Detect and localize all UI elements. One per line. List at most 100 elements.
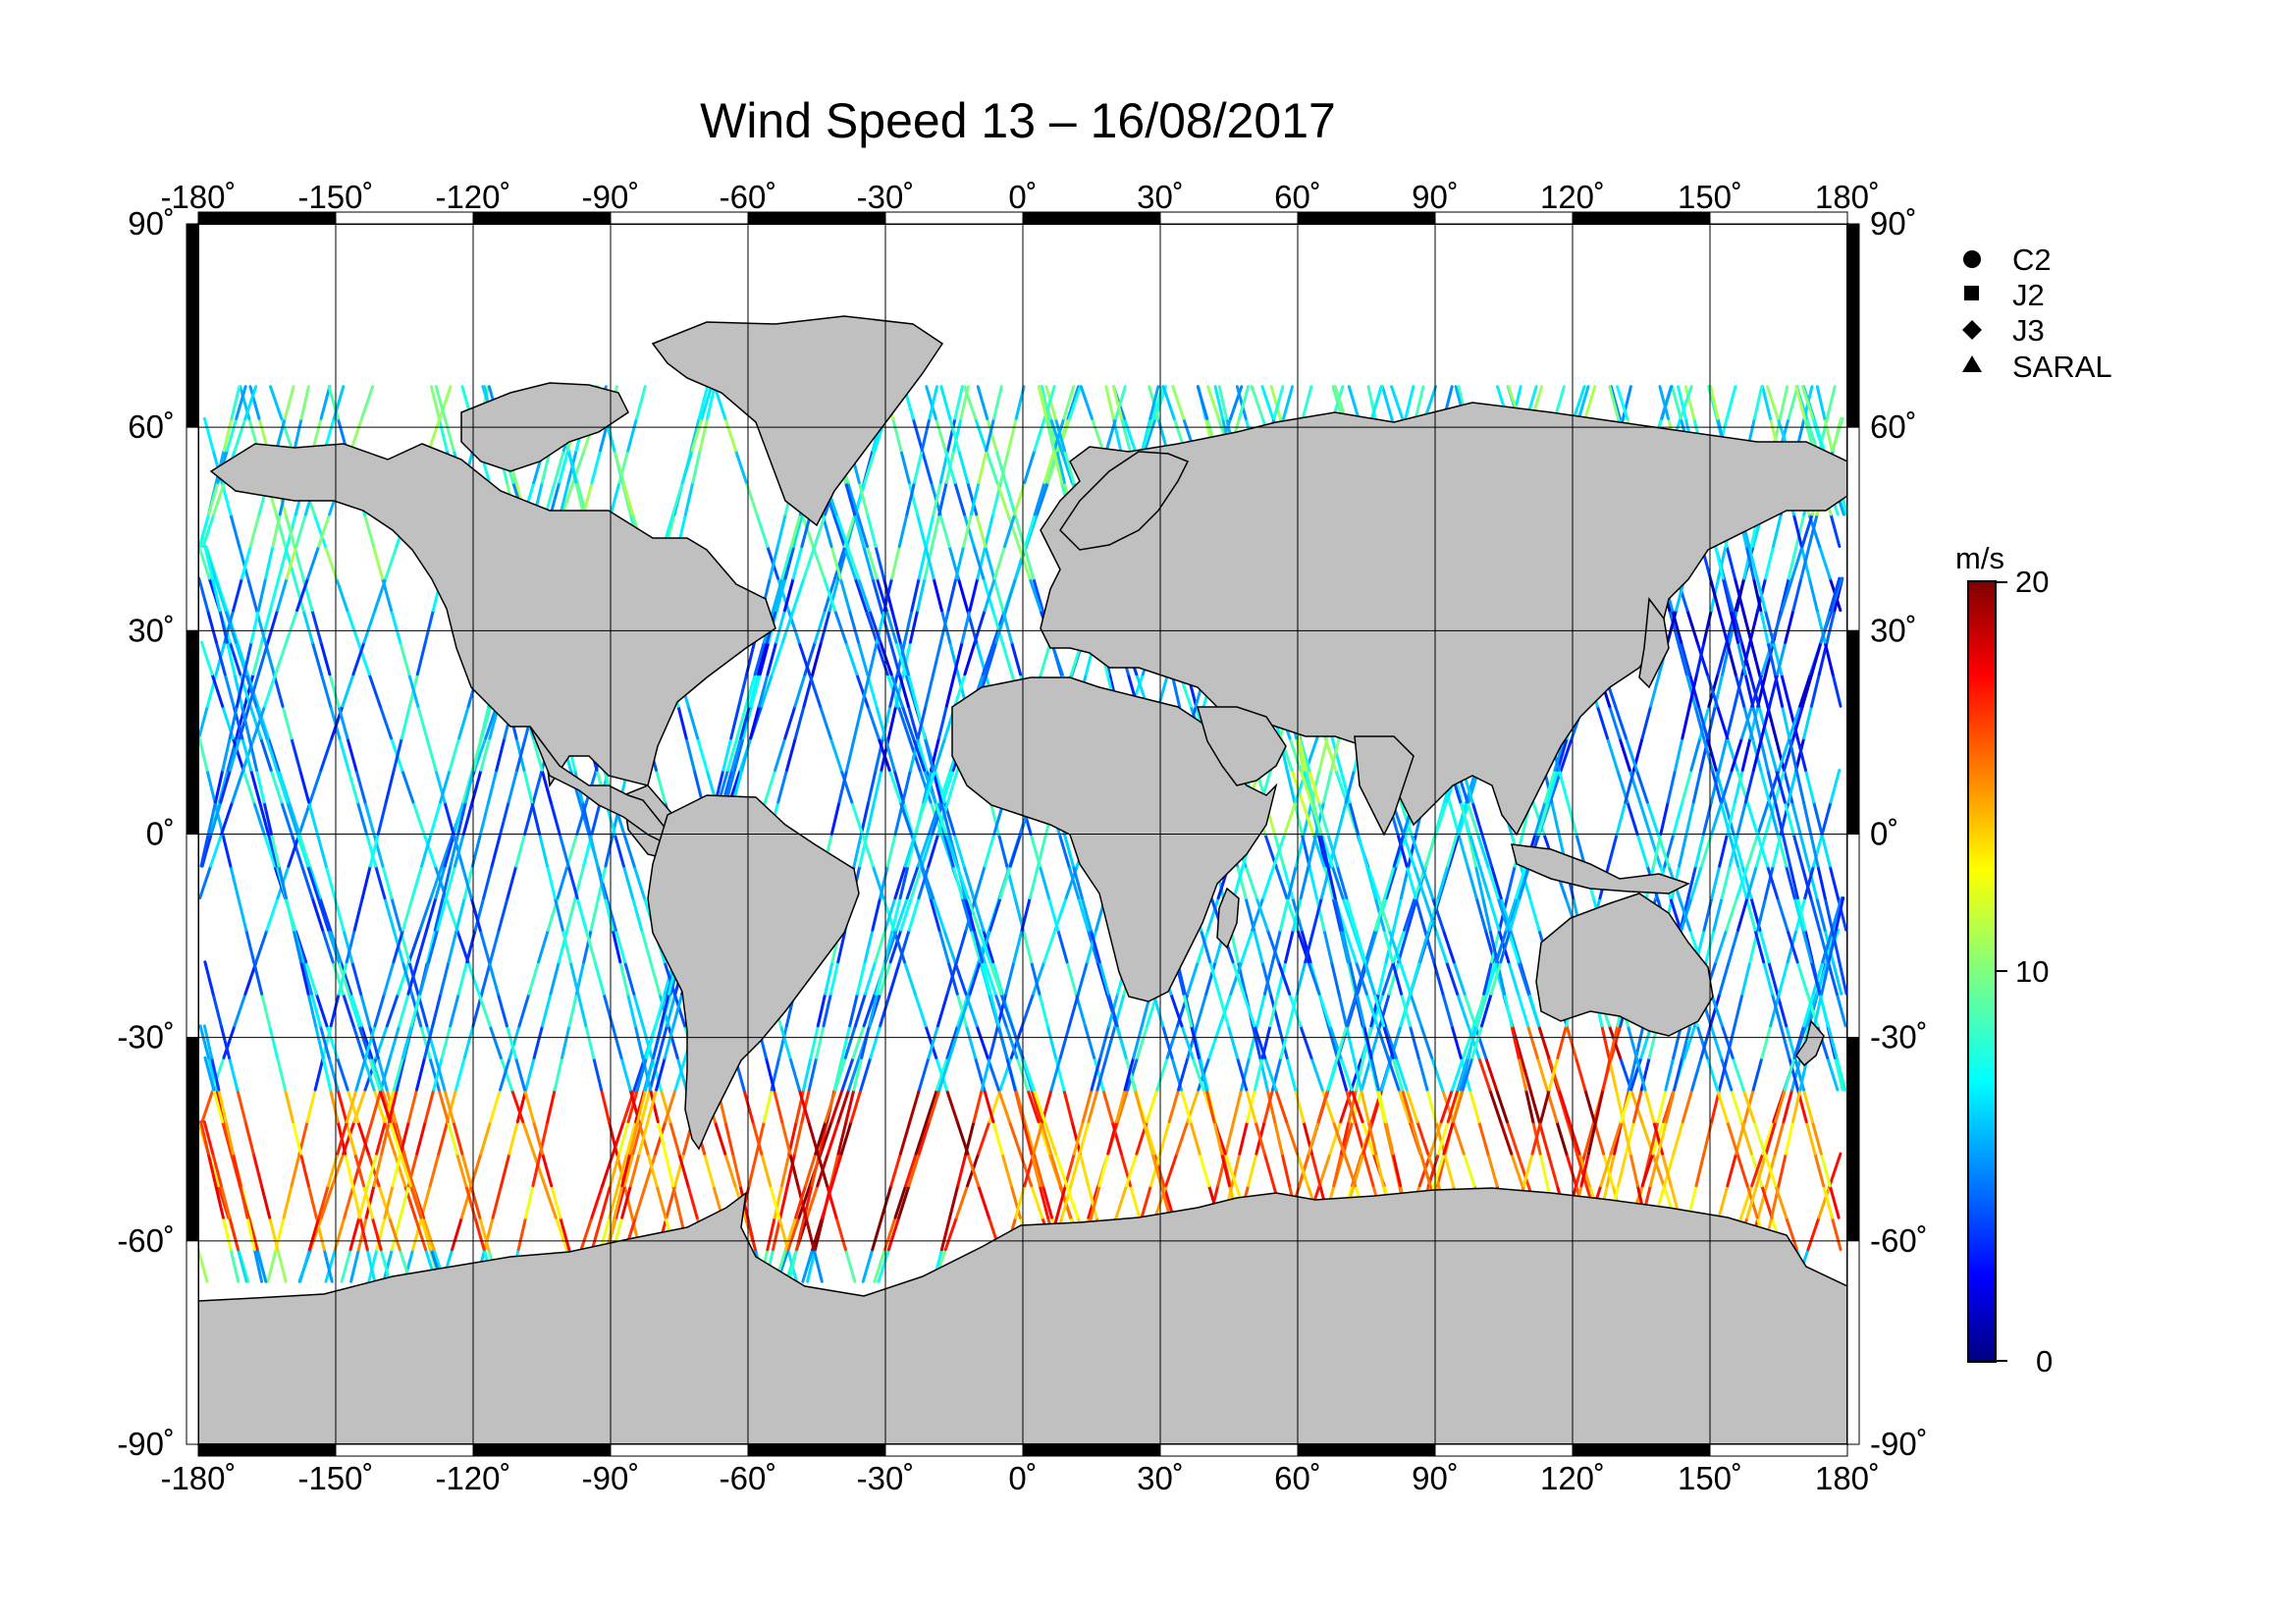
- track-segment: [1148, 385, 1160, 420]
- track-segment: [1812, 992, 1824, 1028]
- track-segment: [621, 480, 635, 516]
- track-segment: [821, 1184, 833, 1219]
- track-segment: [449, 992, 460, 1028]
- track-segment: [822, 992, 832, 1028]
- track-segment: [228, 1216, 240, 1252]
- track-segment: [212, 480, 227, 516]
- track-segment: [1425, 1088, 1438, 1123]
- track-segment: [1012, 928, 1024, 964]
- track-segment: [657, 1024, 668, 1059]
- track-segment: [1032, 576, 1044, 613]
- track-segment: [397, 960, 411, 996]
- colorbar-label-0: 0: [2036, 1344, 2053, 1379]
- track-segment: [454, 896, 466, 932]
- track-segment: [313, 1055, 325, 1092]
- track-segment: [927, 833, 940, 868]
- track-segment: [879, 640, 893, 676]
- track-segment: [1354, 992, 1364, 1028]
- track-segment: [641, 1024, 654, 1059]
- track-segment: [1702, 896, 1714, 932]
- track-segment: [1048, 416, 1063, 453]
- track-segment: [423, 1088, 436, 1123]
- track-segment: [310, 992, 322, 1028]
- track-segment: [1114, 385, 1127, 420]
- track-segment: [757, 673, 770, 708]
- track-segment: [1081, 1088, 1094, 1123]
- track-segment: [462, 864, 474, 900]
- track-segment: [780, 1119, 792, 1156]
- track-segment: [1405, 1088, 1419, 1123]
- track-segment: [245, 1216, 256, 1252]
- track-segment: [866, 513, 878, 549]
- track-segment: [1747, 545, 1759, 580]
- track-segment: [1326, 1024, 1339, 1059]
- track-segment: [1720, 864, 1732, 900]
- track-segment: [307, 800, 319, 836]
- track-segment: [1473, 864, 1485, 900]
- track-segment: [845, 545, 861, 580]
- track-segment: [1767, 960, 1780, 996]
- track-segment: [1408, 960, 1421, 996]
- track-segment: [329, 1088, 340, 1123]
- track-segment: [381, 864, 394, 900]
- track-segment: [797, 640, 812, 676]
- track-segment: [1055, 1184, 1067, 1219]
- track-segment: [365, 1248, 377, 1283]
- track-segment: [1725, 385, 1737, 420]
- track-segment: [1360, 1055, 1373, 1092]
- track-segment: [646, 1088, 659, 1123]
- track-segment: [1705, 736, 1718, 772]
- track-segment: [1030, 1184, 1044, 1219]
- track-segment: [1638, 800, 1652, 836]
- track-segment: [1282, 385, 1295, 420]
- track-segment: [1823, 896, 1835, 932]
- track-segment: [903, 609, 914, 644]
- track-segment: [582, 928, 593, 964]
- track-segment: [565, 896, 577, 932]
- diamond-icon: [1962, 320, 1982, 340]
- track-segment: [265, 896, 280, 932]
- track-segment: [1834, 896, 1845, 932]
- track-segment: [996, 1088, 1011, 1123]
- track-segment: [1497, 928, 1511, 964]
- track-segment: [1391, 960, 1404, 996]
- track-segment: [819, 1119, 833, 1156]
- track-segment: [454, 1055, 466, 1092]
- track-segment: [1272, 385, 1285, 420]
- track-segment: [1809, 960, 1822, 996]
- track-segment: [1699, 736, 1710, 772]
- track-segment: [938, 513, 951, 549]
- track-segment: [295, 576, 310, 613]
- track-segment: [425, 896, 438, 932]
- satellite-legend: C2 J2 J3 SARAL: [1962, 243, 2112, 384]
- track-segment: [1175, 1119, 1190, 1156]
- satellite-track: [801, 385, 1076, 1283]
- track-segment: [206, 800, 218, 836]
- track-segment: [1020, 992, 1036, 1028]
- track-segment: [833, 609, 848, 644]
- track-segment: [1818, 928, 1830, 964]
- track-segment: [349, 416, 364, 453]
- track-segment: [1417, 928, 1431, 964]
- track-segment: [1828, 864, 1840, 900]
- track-segment: [1748, 673, 1761, 708]
- track-segment: [1763, 1152, 1778, 1188]
- track-segment: [828, 960, 840, 996]
- track-segment: [1235, 385, 1248, 420]
- track-segment: [811, 640, 824, 676]
- track-segment: [1776, 896, 1789, 932]
- track-segment: [1804, 1119, 1817, 1156]
- track-segment: [349, 1248, 360, 1283]
- track-segment: [1656, 1088, 1668, 1123]
- track-segment: [372, 1088, 387, 1123]
- track-segment: [1307, 1119, 1320, 1156]
- track-segment: [843, 1024, 857, 1059]
- track-segment: [1784, 609, 1795, 644]
- track-segment: [816, 1152, 829, 1188]
- track-segment: [470, 833, 483, 868]
- track-segment: [1260, 960, 1272, 996]
- track-segment: [356, 640, 371, 676]
- track-segment: [1764, 1119, 1778, 1156]
- track-segment: [1518, 864, 1531, 900]
- frame-segment: [1297, 1443, 1436, 1457]
